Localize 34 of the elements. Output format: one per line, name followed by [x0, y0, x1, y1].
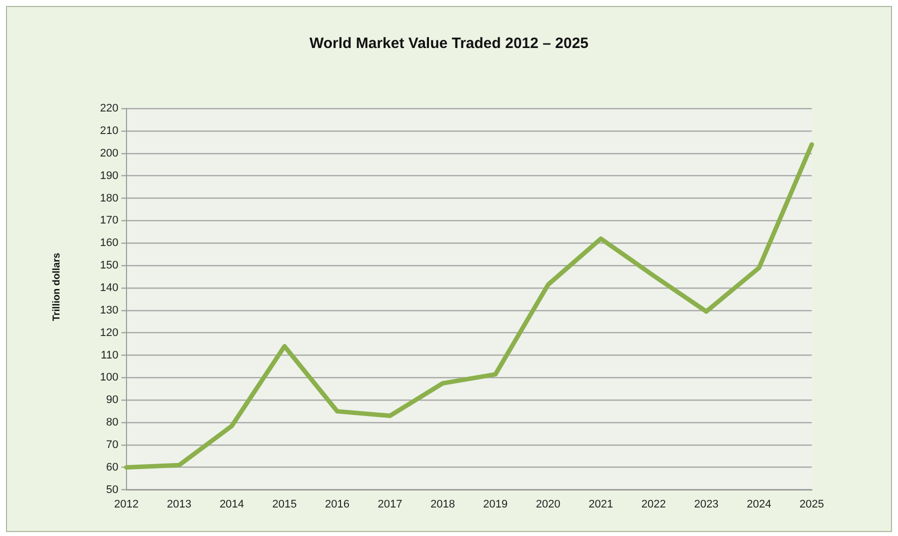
y-tick-label: 100	[100, 372, 118, 384]
x-tick-label: 2016	[325, 498, 350, 510]
y-tick-label: 70	[106, 438, 118, 451]
chart-title: World Market Value Traded 2012 – 2025	[308, 35, 590, 52]
y-tick-label: 160	[100, 237, 118, 250]
y-tick-label: 60	[106, 461, 118, 474]
y-axis-title: Trillion dollars	[52, 252, 62, 322]
y-tick-label: 150	[100, 260, 118, 272]
y-tick-label: 180	[100, 192, 118, 204]
y-tick-label: 190	[100, 170, 118, 182]
x-tick-label: 2025	[800, 498, 824, 510]
y-tick-label: 220	[100, 102, 118, 115]
x-tick-label: 2020	[536, 498, 560, 510]
y-tick-label: 200	[100, 147, 118, 160]
x-tick-label: 2015	[272, 498, 297, 510]
y-tick-label: 90	[106, 394, 118, 406]
x-tick-label: 2022	[641, 498, 666, 510]
x-tick-label: 2017	[378, 498, 402, 510]
y-tick-label: 210	[100, 125, 118, 138]
x-tick-label: 2019	[483, 498, 508, 510]
x-tick-label: 2012	[114, 498, 139, 510]
y-tick-label: 80	[106, 416, 118, 429]
x-tick-label: 2013	[166, 498, 192, 510]
y-tick-label: 140	[100, 282, 118, 294]
x-tick-label: 2021	[588, 498, 614, 510]
y-tick-label: 130	[100, 304, 118, 316]
x-tick-label: 2024	[746, 498, 772, 510]
x-tick-label: 2018	[430, 498, 455, 510]
y-tick-label: 50	[106, 484, 118, 496]
y-tick-label: 170	[100, 214, 118, 227]
x-tick-label: 2023	[694, 498, 719, 510]
y-tick-label: 110	[100, 349, 118, 362]
x-tick-label: 2014	[220, 498, 244, 510]
y-tick-label: 120	[100, 326, 118, 339]
